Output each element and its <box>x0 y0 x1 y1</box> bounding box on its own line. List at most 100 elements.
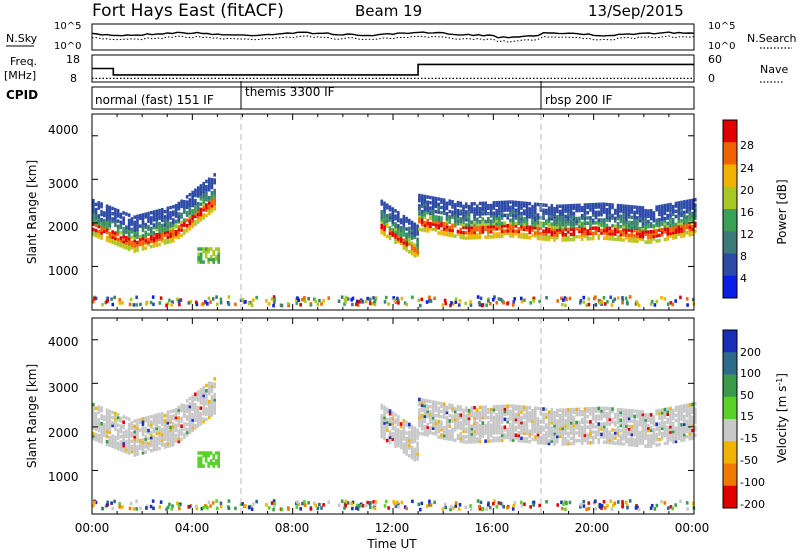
power-cell <box>97 235 101 239</box>
power-cell <box>194 193 197 198</box>
velocity-cell <box>636 414 639 419</box>
velocity-cell <box>487 407 490 412</box>
power-cell <box>511 231 515 236</box>
velocity-cell <box>413 457 417 462</box>
velocity-cell <box>423 411 427 416</box>
power-cell <box>487 203 490 208</box>
power-cell <box>580 216 584 220</box>
velocity-cell <box>141 440 145 445</box>
power-cell <box>597 220 601 225</box>
power-cell <box>619 214 623 219</box>
velocity-cell <box>410 432 414 436</box>
power-cell <box>585 303 588 308</box>
power-cell <box>649 216 653 221</box>
power-cell <box>405 216 408 221</box>
velocity-cell <box>556 421 559 426</box>
power-cell <box>506 203 509 207</box>
velocity-cell <box>682 417 686 421</box>
velocity-cell <box>111 439 114 443</box>
velocity-cell <box>583 436 587 440</box>
velocity-cell <box>536 406 540 411</box>
power-cell <box>416 232 419 236</box>
power-cell <box>525 209 529 214</box>
power-cell <box>431 196 435 200</box>
power-cell <box>489 209 493 213</box>
velocity-cell <box>138 441 142 445</box>
velocity-cell <box>344 499 348 504</box>
velocity-cell <box>500 407 504 411</box>
velocity-cell <box>239 502 243 507</box>
power-cell <box>688 204 692 208</box>
power-cell <box>408 226 411 231</box>
power-cell <box>122 211 125 215</box>
power-cell <box>531 223 534 227</box>
power-cell <box>202 249 205 254</box>
velocity-cell <box>495 436 498 440</box>
power-cell <box>177 201 181 206</box>
velocity-cell <box>94 435 98 439</box>
velocity-cell <box>210 405 214 409</box>
power-cell <box>199 255 203 259</box>
velocity-cell <box>185 414 189 419</box>
power-cell <box>517 216 521 221</box>
velocity-cell <box>622 410 625 415</box>
velocity-cell <box>122 420 125 424</box>
velocity-cell <box>309 507 313 511</box>
power-cell <box>481 230 485 234</box>
velocity-cell <box>185 433 189 437</box>
velocity-cell <box>520 426 523 430</box>
power-cell <box>470 230 474 235</box>
velocity-cell <box>462 429 465 434</box>
power-cell <box>591 205 595 210</box>
power-cell <box>147 243 150 247</box>
velocity-cell <box>202 406 205 411</box>
velocity-cell <box>149 414 153 419</box>
velocity-cell <box>188 407 192 411</box>
power-cell <box>105 235 109 240</box>
power-cell <box>622 230 625 234</box>
velocity-cell <box>217 453 221 458</box>
velocity-cell <box>627 427 631 431</box>
power-cell <box>405 245 408 250</box>
velocity-cell <box>660 437 664 441</box>
velocity-cell <box>647 415 650 420</box>
power-colorbar-frame <box>722 119 738 299</box>
power-cell <box>611 203 614 207</box>
power-cell <box>619 209 623 213</box>
power-cell <box>397 226 400 231</box>
velocity-cell <box>94 427 98 432</box>
power-cell <box>625 222 628 227</box>
power-cell <box>314 299 317 304</box>
velocity-cell <box>141 438 145 442</box>
velocity-cell <box>380 429 384 434</box>
velocity-cell <box>158 420 161 425</box>
velocity-cell <box>391 432 395 436</box>
power-cell <box>464 225 468 230</box>
velocity-cell <box>545 412 548 417</box>
power-cell <box>498 234 501 239</box>
velocity-cell <box>380 416 384 421</box>
velocity-cell <box>163 445 167 449</box>
velocity-cell <box>503 412 507 416</box>
power-cell <box>149 234 153 238</box>
power-cell <box>413 230 417 234</box>
power-cell <box>464 231 468 235</box>
velocity-cell <box>575 439 578 443</box>
velocity-cell <box>594 419 598 424</box>
velocity-cell <box>550 421 554 425</box>
velocity-cell <box>478 439 482 444</box>
power-cell <box>550 232 554 237</box>
power-cell <box>160 236 164 241</box>
power-cell <box>459 230 463 234</box>
velocity-cell <box>638 436 642 440</box>
power-cell <box>122 229 125 233</box>
velocity-cell <box>402 434 406 439</box>
power-cell <box>391 228 395 232</box>
power-cell <box>484 224 487 229</box>
velocity-cell <box>122 443 125 448</box>
power-cell <box>147 227 150 231</box>
power-cell <box>116 237 120 242</box>
velocity-cell <box>627 414 631 418</box>
velocity-cell <box>125 431 128 436</box>
power-cell <box>191 211 194 216</box>
